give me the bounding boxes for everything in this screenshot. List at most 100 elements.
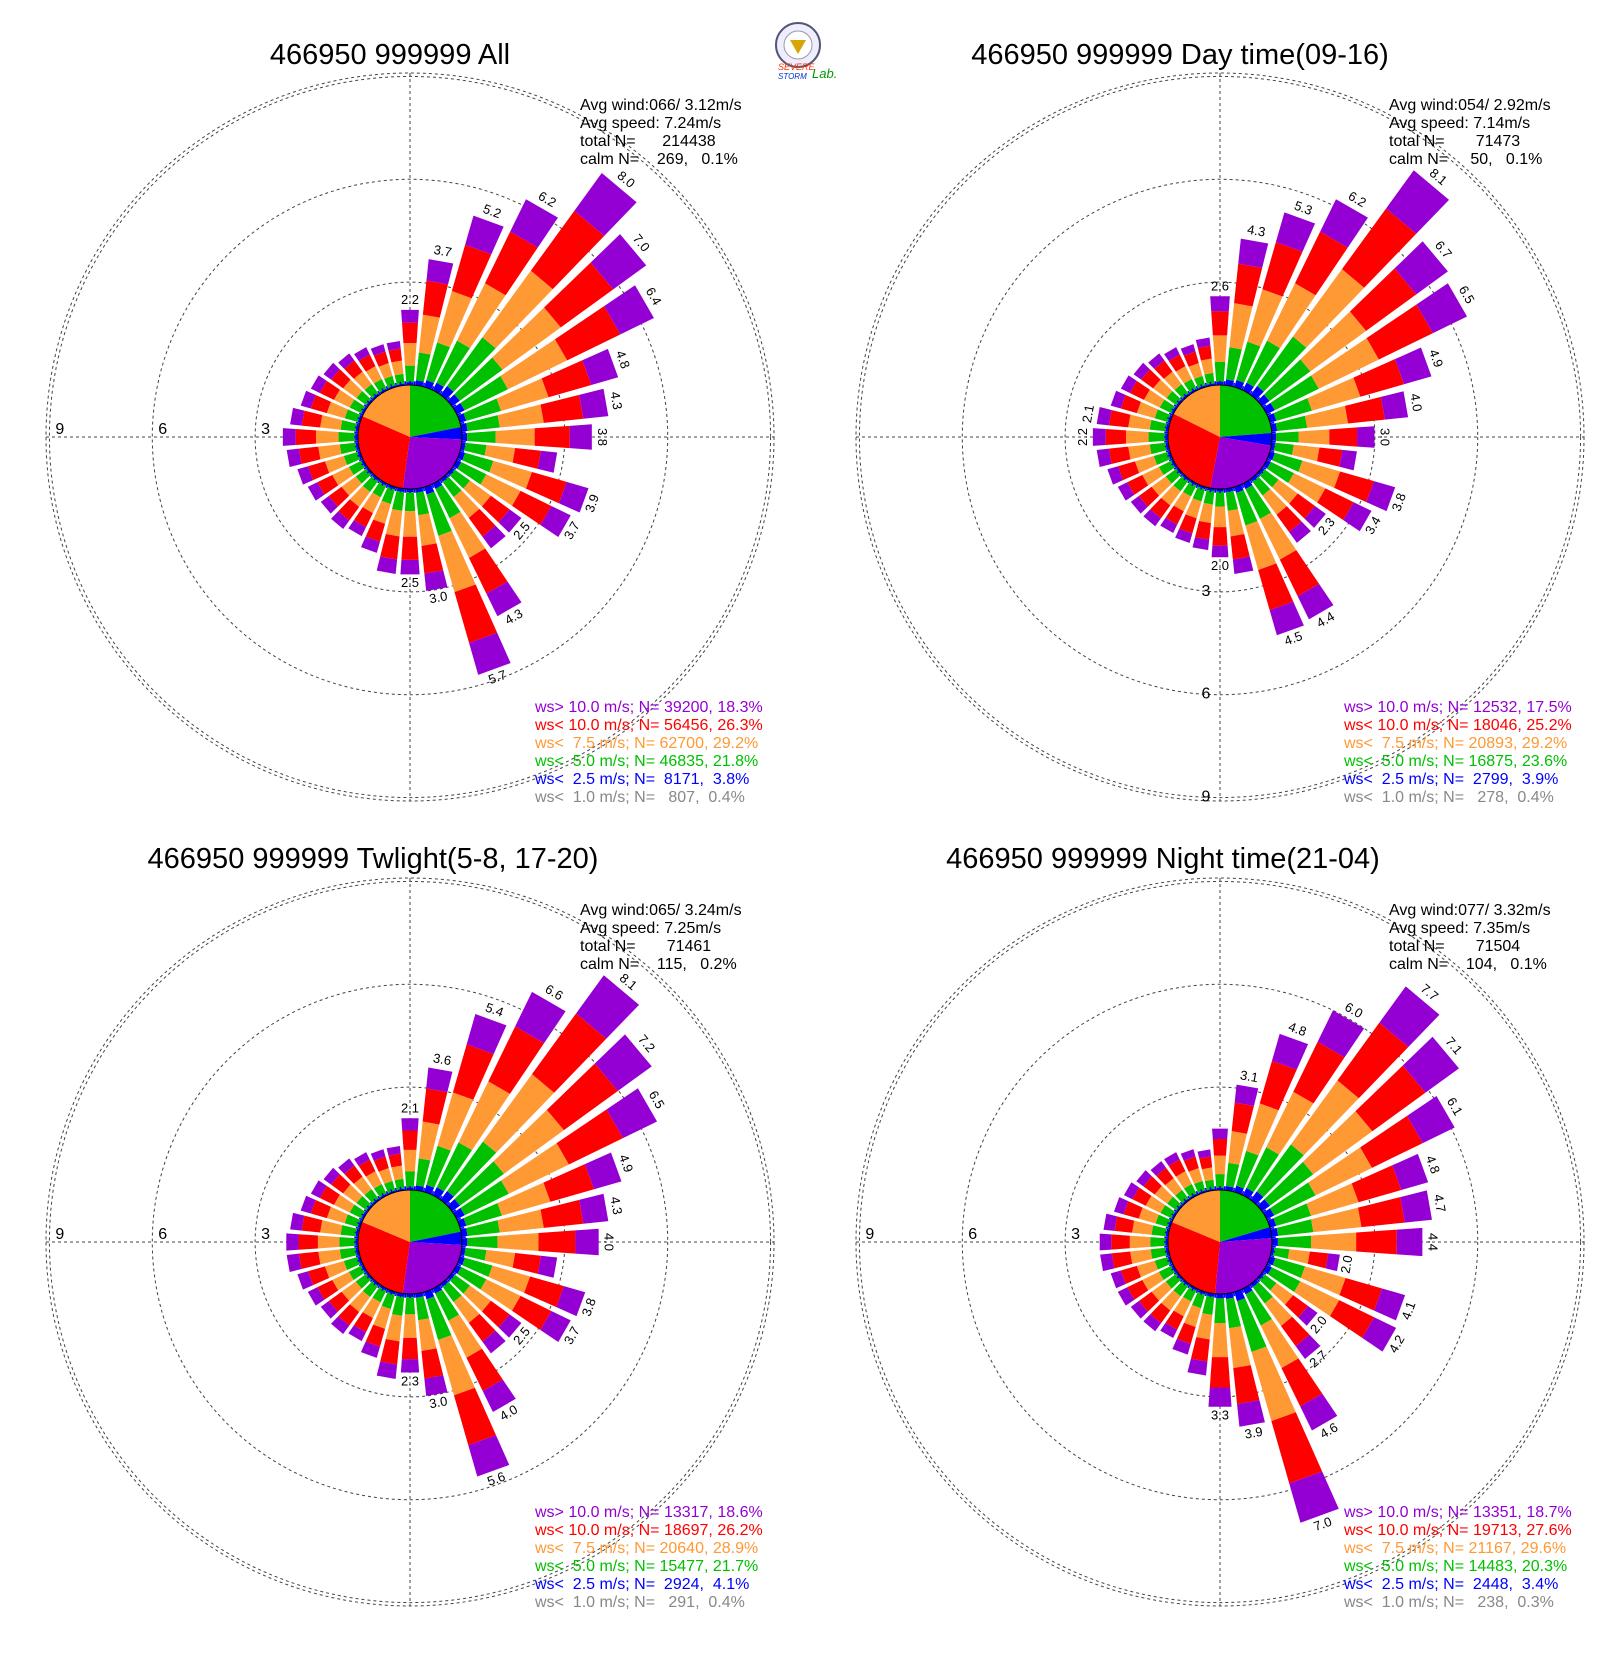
pie-tick	[373, 1198, 378, 1203]
pie-tick	[366, 469, 371, 474]
bar-segment-lt5	[1236, 1150, 1259, 1189]
bar-segment-lt10	[1138, 486, 1160, 507]
pie-tick	[458, 1222, 463, 1225]
bar-segment-lt5	[1266, 461, 1294, 484]
pie-tick	[373, 393, 378, 398]
bar-segment-gt10	[297, 466, 314, 485]
range-ring	[961, 178, 1479, 696]
bar-segment-gt10	[1211, 545, 1229, 558]
bar-segment-gt10	[386, 1145, 401, 1156]
pie-tick	[460, 421, 465, 425]
pie-tick	[1173, 1209, 1178, 1213]
ring-label: 9	[1202, 789, 1211, 806]
bar-segment-lt7_5	[1188, 1168, 1203, 1184]
bar-segment-lt7_5	[492, 307, 561, 370]
bar-segment-gt10	[569, 424, 592, 450]
bar-segment-gt10	[310, 1180, 327, 1198]
pie-tick	[399, 1186, 402, 1191]
pie-tick	[1245, 388, 1249, 393]
bar-segment-lt5	[1273, 398, 1312, 421]
pie-tick	[1183, 476, 1188, 481]
bar-segment-lt5	[435, 484, 461, 519]
bar-segment-lt5	[1215, 491, 1225, 507]
bar-segment-gt10	[482, 1379, 516, 1413]
pie-tick	[1245, 1286, 1249, 1291]
stat-line: Avg wind:054/ 2.92m/s	[1389, 97, 1551, 114]
bar-segment-lt10	[380, 534, 400, 560]
bar-segment-lt5	[1252, 1282, 1273, 1304]
pie-tick	[366, 1274, 371, 1279]
bar-segment-lt7_5	[1266, 1091, 1314, 1155]
bar-segment-lt7_5	[318, 1249, 342, 1265]
bar-segment-gt10	[348, 520, 366, 537]
bar-segment-gt10	[1136, 1170, 1152, 1187]
bar-segment-gt10	[360, 1341, 380, 1358]
bar-segment-gt10	[360, 536, 380, 553]
bar-label: 6.5	[1456, 283, 1478, 306]
pie-tick	[1237, 485, 1240, 490]
pie-tick	[1187, 479, 1191, 484]
bar-segment-gt10	[594, 1034, 652, 1092]
bar-segment-lt5	[463, 398, 502, 421]
pie-tick	[461, 445, 466, 448]
bar-segment-lt7_5	[1260, 1319, 1299, 1369]
pie-tick	[385, 483, 389, 489]
bar-segment-gt10	[482, 525, 506, 549]
bar-segment-lt7_5	[1130, 1249, 1153, 1264]
pie-tick	[418, 1293, 421, 1298]
bar-segment-lt10	[422, 1088, 448, 1125]
stat-line: total N= 71473	[1389, 133, 1520, 150]
bar-segment-lt7_5	[497, 1233, 539, 1251]
bar-segment-gt10	[510, 199, 558, 248]
bar-segment-lt7_5	[1262, 489, 1287, 515]
bar-segment-gt10	[286, 1233, 299, 1251]
pie-tick	[1252, 393, 1257, 398]
bar-segment-lt10	[1233, 1365, 1260, 1405]
bar-segment-lt10	[512, 448, 541, 469]
bar-segment-lt10	[358, 354, 376, 372]
pie-tick	[1241, 385, 1245, 391]
legend-entry: ws< 1.0 m/s; N= 291, 0.4%	[534, 1594, 745, 1611]
pie-tick	[427, 1290, 430, 1295]
bar-segment-gt10	[1317, 1010, 1365, 1058]
bar-label: 5.2	[481, 201, 503, 221]
pie-slice-lt2_5	[410, 427, 463, 440]
pie-tick	[461, 1231, 466, 1234]
pie-tick	[418, 381, 421, 386]
bar-segment-gt10	[498, 509, 522, 533]
pie-tick	[1195, 483, 1199, 489]
pie-tick	[357, 1222, 362, 1225]
pie-tick	[394, 382, 398, 387]
bar-label: 6.5	[646, 1088, 668, 1111]
bar-segment-gt10	[1164, 1152, 1180, 1166]
pie-tick	[446, 473, 451, 478]
bar-segment-lt5	[457, 1267, 487, 1290]
bar-segment-lt7_5	[320, 415, 343, 430]
bar-segment-gt10	[537, 450, 558, 473]
bar-segment-lt5	[343, 452, 361, 466]
bar-segment-lt5	[1202, 1295, 1215, 1315]
bar-segment-lt10	[540, 394, 584, 423]
bar-segment-gt10	[426, 259, 454, 285]
pie-tick	[427, 1189, 430, 1194]
pie-tick	[358, 412, 364, 416]
pie-tick	[361, 462, 366, 466]
pie-tick	[458, 454, 463, 457]
pie-tick	[442, 1198, 447, 1203]
bar-segment-lt10	[1262, 242, 1303, 297]
bar-label: 3.9	[1243, 1424, 1263, 1442]
bar-segment-lt7_5	[1163, 371, 1182, 390]
bar-segment-lt5	[404, 492, 416, 512]
bar-segment-gt10	[469, 632, 511, 675]
bar-segment-lt10	[538, 1230, 576, 1254]
bar-segment-lt10	[365, 519, 386, 542]
bar-segment-lt5	[1214, 1298, 1226, 1324]
pie-tick	[435, 1193, 439, 1198]
bar-segment-lt10	[1307, 1251, 1329, 1269]
bar-segment-gt10	[1238, 238, 1269, 268]
legend-entry: ws< 5.0 m/s; N= 15477, 21.7%	[534, 1558, 758, 1575]
bar-segment-lt5	[1203, 489, 1215, 505]
pie-tick	[355, 1254, 360, 1258]
bar-segment-lt5	[463, 1203, 502, 1226]
